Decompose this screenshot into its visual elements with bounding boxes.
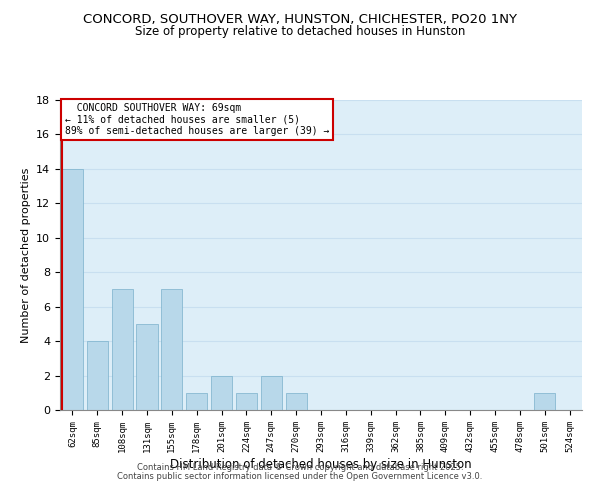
Bar — [534, 393, 555, 410]
Bar — [261, 376, 282, 410]
Text: Contains HM Land Registry data © Crown copyright and database right 2025.: Contains HM Land Registry data © Crown c… — [137, 464, 463, 472]
Bar — [62, 169, 83, 410]
Text: Contains public sector information licensed under the Open Government Licence v3: Contains public sector information licen… — [118, 472, 482, 481]
Bar — [136, 324, 158, 410]
Bar — [211, 376, 232, 410]
Bar — [87, 341, 108, 410]
Text: CONCORD SOUTHOVER WAY: 69sqm  
← 11% of detached houses are smaller (5)
89% of s: CONCORD SOUTHOVER WAY: 69sqm ← 11% of de… — [65, 103, 329, 136]
Bar — [161, 290, 182, 410]
Bar — [186, 393, 207, 410]
Bar — [112, 290, 133, 410]
Text: CONCORD, SOUTHOVER WAY, HUNSTON, CHICHESTER, PO20 1NY: CONCORD, SOUTHOVER WAY, HUNSTON, CHICHES… — [83, 12, 517, 26]
Y-axis label: Number of detached properties: Number of detached properties — [20, 168, 31, 342]
Bar — [236, 393, 257, 410]
Bar — [286, 393, 307, 410]
Text: Size of property relative to detached houses in Hunston: Size of property relative to detached ho… — [135, 25, 465, 38]
X-axis label: Distribution of detached houses by size in Hunston: Distribution of detached houses by size … — [170, 458, 472, 470]
